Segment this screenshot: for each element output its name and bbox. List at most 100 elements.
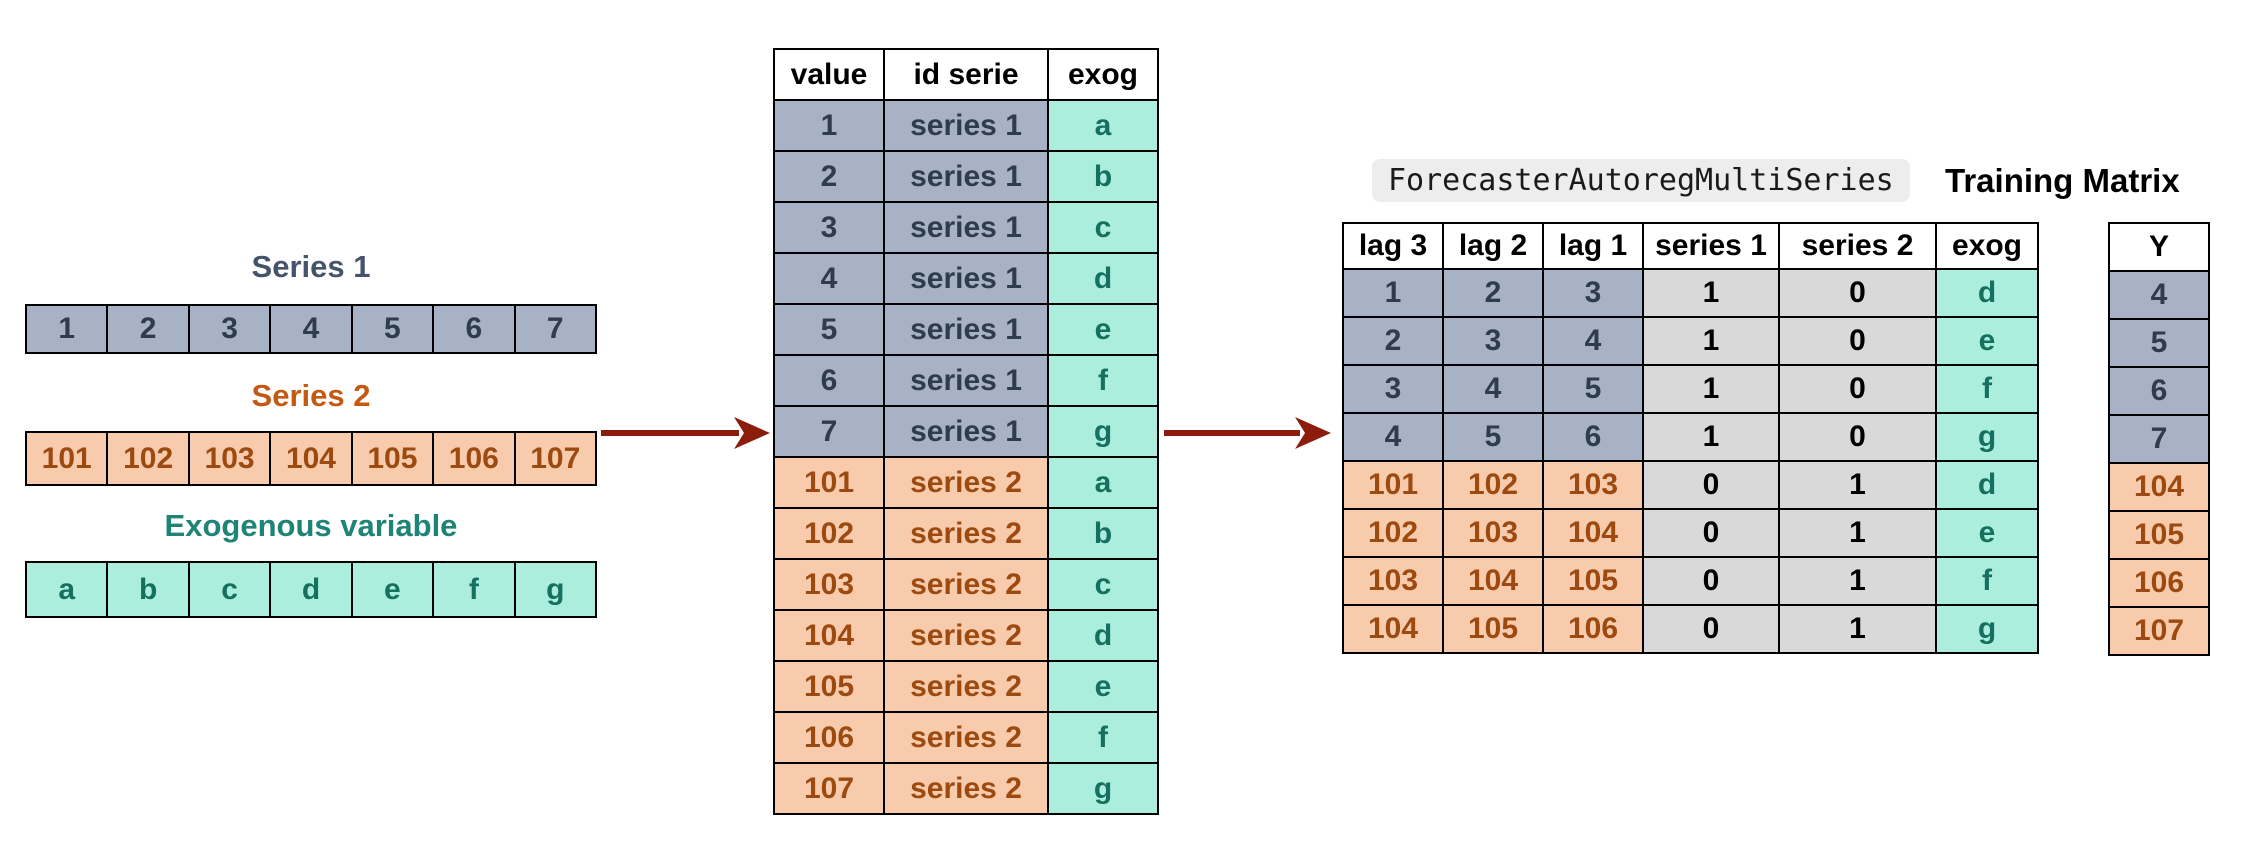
- stacked-cell: 2: [773, 150, 885, 203]
- matrix-cell: 1: [1778, 460, 1937, 510]
- stacked-table: value id serie exog 1 series 1 a 2 series 1 b 3 se…: [773, 48, 1159, 815]
- y-row: 107: [2108, 606, 2210, 656]
- stacked-cell: series 2: [883, 609, 1049, 662]
- stacked-header-cell: exog: [1047, 48, 1159, 101]
- series2-cell: 102: [106, 431, 190, 486]
- matrix-cell: 105: [1542, 556, 1644, 606]
- matrix-cell: 3: [1342, 364, 1444, 414]
- stacked-cell: b: [1047, 150, 1159, 203]
- matrix-cell: 102: [1442, 460, 1544, 510]
- exog-title: Exogenous variable: [164, 508, 458, 543]
- matrix-cell: 0: [1642, 508, 1780, 558]
- stacked-cell: 3: [773, 201, 885, 254]
- matrix-row: 102 103 104 0 1 e: [1342, 508, 2039, 558]
- y-row: 104: [2108, 462, 2210, 512]
- matrix-cell: 101: [1342, 460, 1444, 510]
- stacked-cell: series 2: [883, 711, 1049, 764]
- series2-strip: 101 102 103 104 105 106 107: [24, 431, 598, 486]
- stacked-cell: e: [1047, 303, 1159, 356]
- series1-cell: 4: [269, 304, 353, 354]
- y-cell: 6: [2108, 366, 2210, 416]
- matrix-cell: 6: [1542, 412, 1644, 462]
- stacked-cell: a: [1047, 456, 1159, 509]
- stacked-cell: 5: [773, 303, 885, 356]
- stacked-header-cell: value: [773, 48, 885, 101]
- stacked-cell: d: [1047, 252, 1159, 305]
- y-cell: 106: [2108, 558, 2210, 608]
- stacked-cell: g: [1047, 762, 1159, 815]
- matrix-cell: 0: [1778, 316, 1937, 366]
- matrix-cell: 104: [1542, 508, 1644, 558]
- stacked-cell: g: [1047, 405, 1159, 458]
- matrix-header-row: lag 3 lag 2 lag 1 series 1 series 2 exog: [1342, 222, 2039, 270]
- matrix-cell: g: [1935, 412, 2039, 462]
- stacked-cell: d: [1047, 609, 1159, 662]
- exog-cell: f: [432, 561, 516, 618]
- stacked-cell: series 1: [883, 303, 1049, 356]
- matrix-cell: 1: [1778, 604, 1937, 654]
- matrix-cell: 103: [1542, 460, 1644, 510]
- series2-cell: 106: [432, 431, 516, 486]
- series1-cell: 2: [106, 304, 190, 354]
- stacked-cell: f: [1047, 354, 1159, 407]
- y-row: 6: [2108, 366, 2210, 416]
- series1-cell: 5: [350, 304, 435, 354]
- stacked-header-cell: id serie: [883, 48, 1049, 101]
- stacked-cell: 107: [773, 762, 885, 815]
- stacked-cell: 4: [773, 252, 885, 305]
- matrix-cell: 1: [1642, 268, 1780, 318]
- exog-cell: a: [24, 561, 109, 618]
- y-header-row: Y: [2108, 222, 2210, 272]
- matrix-cell: 3: [1442, 316, 1544, 366]
- series2-cell: 101: [24, 431, 109, 486]
- stacked-header-row: value id serie exog: [773, 48, 1159, 101]
- y-cell: 4: [2108, 270, 2210, 320]
- matrix-cell: e: [1935, 508, 2039, 558]
- series1-cell: 7: [513, 304, 598, 354]
- y-row: 4: [2108, 270, 2210, 320]
- stacked-cell: c: [1047, 201, 1159, 254]
- y-cell: 105: [2108, 510, 2210, 560]
- stacked-cell: series 2: [883, 558, 1049, 611]
- matrix-cell: 1: [1342, 268, 1444, 318]
- series2-strip-row: 101 102 103 104 105 106 107: [24, 431, 598, 486]
- stacked-cell: 6: [773, 354, 885, 407]
- matrix-cell: f: [1935, 364, 2039, 414]
- series1-cell: 3: [187, 304, 272, 354]
- matrix-cell: 2: [1442, 268, 1544, 318]
- stacked-cell: b: [1047, 507, 1159, 560]
- matrix-cell: g: [1935, 604, 2039, 654]
- matrix-cell: 104: [1342, 604, 1444, 654]
- exog-cell: c: [187, 561, 272, 618]
- exog-cell: e: [350, 561, 435, 618]
- y-row: 5: [2108, 318, 2210, 368]
- matrix-cell: 1: [1642, 412, 1780, 462]
- arrow-right-icon: [601, 417, 770, 449]
- stacked-cell: 103: [773, 558, 885, 611]
- matrix-row: 101 102 103 0 1 d: [1342, 460, 2039, 510]
- series2-title: Series 2: [251, 378, 371, 413]
- matrix-header-cell: series 1: [1642, 222, 1780, 270]
- matrix-header-cell: exog: [1935, 222, 2039, 270]
- matrix-cell: 103: [1342, 556, 1444, 606]
- matrix-cell: 104: [1442, 556, 1544, 606]
- matrix-cell: 106: [1542, 604, 1644, 654]
- training-matrix-table: lag 3 lag 2 lag 1 series 1 series 2 exog 1 2 3 1 0…: [1342, 222, 2039, 654]
- stacked-cell: c: [1047, 558, 1159, 611]
- series2-cell: 107: [513, 431, 598, 486]
- exog-cell: d: [269, 561, 353, 618]
- y-row: 105: [2108, 510, 2210, 560]
- series1-title: Series 1: [251, 249, 371, 284]
